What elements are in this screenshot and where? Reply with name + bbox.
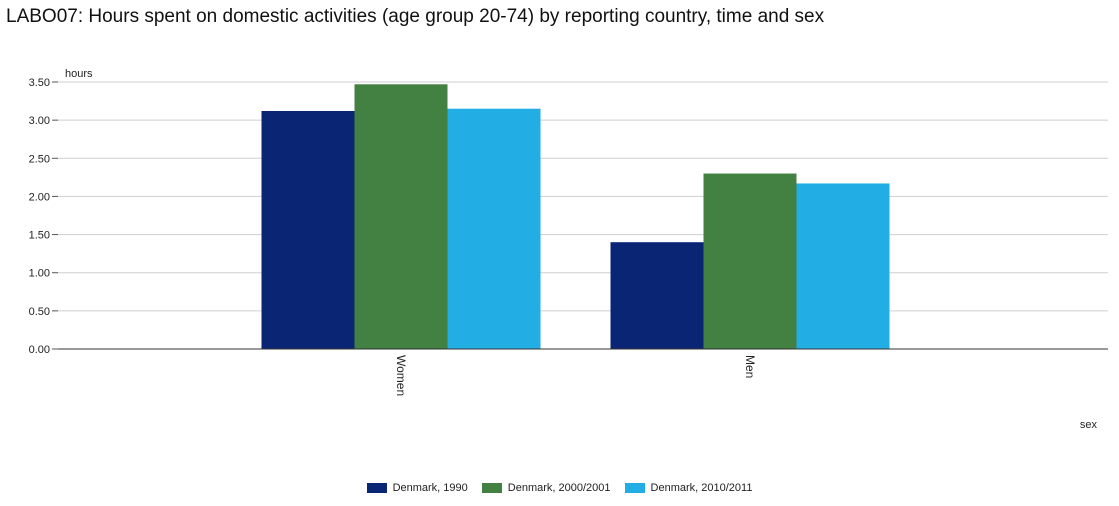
legend: Denmark, 1990 Denmark, 2000/2001 Denmark, … (0, 482, 1119, 494)
y-tick-label: 0.00 (29, 344, 50, 356)
bar-men-series-1 (610, 242, 704, 349)
legend-label: Denmark, 1990 (392, 482, 468, 494)
y-tick-label: 1.50 (29, 230, 50, 242)
y-tick-label: 3.50 (29, 77, 50, 89)
bars (261, 84, 890, 349)
x-category-label: Men (743, 355, 757, 378)
x-axis-label: sex (1080, 419, 1098, 431)
legend-item-3: Denmark, 2010/2011 (624, 482, 753, 494)
y-tick-label: 2.50 (29, 153, 50, 165)
chart-title: LABO07: Hours spent on domestic activiti… (6, 6, 825, 27)
legend-swatch (481, 483, 502, 493)
legend-swatch (366, 483, 387, 493)
y-tick-label: 3.00 (29, 115, 50, 127)
legend-swatch (624, 483, 645, 493)
y-axis-label: hours (65, 68, 93, 80)
legend-item-1: Denmark, 1990 (366, 482, 468, 494)
y-tick-label: 0.50 (29, 306, 50, 318)
y-tick-label: 2.00 (29, 191, 50, 203)
bar-men-series-2 (703, 173, 797, 349)
bar-women-series-2 (354, 84, 448, 349)
axes: 0.00 0.50 1.00 1.50 2.00 2.50 3.00 3.50 Women Men (29, 77, 1108, 396)
y-tick-label: 1.00 (29, 268, 50, 280)
legend-label: Denmark, 2010/2011 (650, 482, 753, 494)
bar-women-series-1 (261, 110, 355, 349)
gridlines (58, 81, 1108, 312)
legend-item-2: Denmark, 2000/2001 (481, 482, 611, 494)
legend-label: Denmark, 2000/2001 (507, 482, 611, 494)
bar-women-series-3 (447, 108, 541, 349)
x-category-label: Women (394, 355, 408, 396)
bar-men-series-3 (796, 183, 890, 349)
